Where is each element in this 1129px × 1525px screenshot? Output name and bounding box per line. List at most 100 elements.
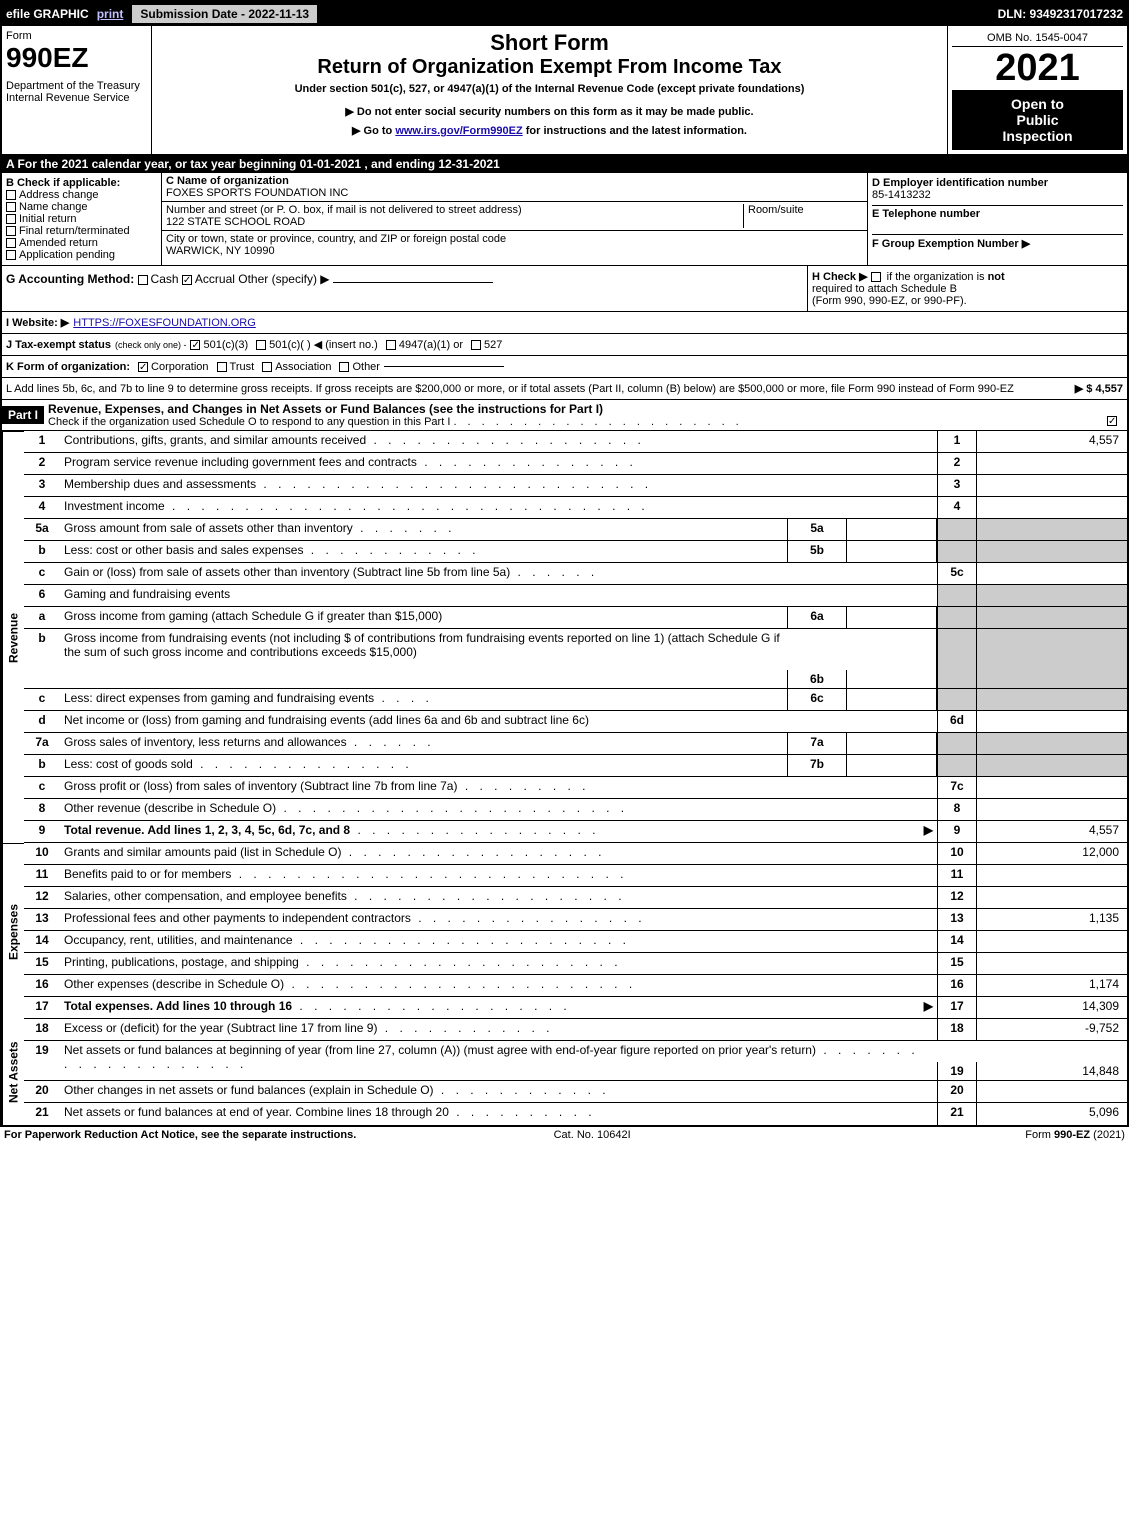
chk-assoc[interactable] [262, 362, 272, 372]
line-9: 9 Total revenue. Add lines 1, 2, 3, 4, 5… [24, 821, 1127, 843]
chk-corp[interactable] [138, 362, 148, 372]
val-9: 4,557 [977, 821, 1127, 842]
do-not-enter: ▶ Do not enter social security numbers o… [156, 105, 943, 118]
street-value: 122 STATE SCHOOL ROAD [166, 216, 743, 228]
box-def: D Employer identification number 85-1413… [867, 173, 1127, 265]
line-5c: c Gain or (loss) from sale of assets oth… [24, 563, 1127, 585]
part1-table: Revenue 1 Contributions, gifts, grants, … [2, 431, 1127, 843]
line-6d: d Net income or (loss) from gaming and f… [24, 711, 1127, 733]
chk-final-return[interactable]: Final return/terminated [6, 225, 157, 237]
irs-link[interactable]: www.irs.gov/Form990EZ [395, 125, 522, 137]
part1-title-wrap: Revenue, Expenses, and Changes in Net As… [44, 400, 1127, 430]
val-10: 12,000 [977, 843, 1127, 864]
i-label: I Website: ▶ [6, 316, 69, 329]
k-other: Other [352, 361, 380, 373]
chk-501c3[interactable] [190, 340, 200, 350]
form-number: 990EZ [6, 42, 147, 74]
chk-trust[interactable] [217, 362, 227, 372]
open-line3: Inspection [962, 128, 1113, 144]
line-7a: 7a Gross sales of inventory, less return… [24, 733, 1127, 755]
chk-initial-return[interactable]: Initial return [6, 213, 157, 225]
street-row: Number and street (or P. O. box, if mail… [162, 202, 867, 231]
j-527: 527 [484, 339, 502, 351]
box-b-title: B Check if applicable: [6, 177, 157, 189]
form-word: Form [6, 30, 147, 42]
chk-cash[interactable] [138, 275, 148, 285]
chk-527[interactable] [471, 340, 481, 350]
chk-amended-return[interactable]: Amended return [6, 237, 157, 249]
h-not: not [988, 271, 1005, 283]
tax-year: 2021 [952, 47, 1123, 90]
box-c: C Name of organization FOXES SPORTS FOUN… [162, 173, 867, 265]
l-text: L Add lines 5b, 6c, and 7b to line 9 to … [6, 383, 1075, 395]
val-18: -9,752 [977, 1019, 1127, 1040]
chk-schedule-b[interactable] [871, 272, 881, 282]
k-corp: Corporation [151, 361, 208, 373]
omb-number: OMB No. 1545-0047 [952, 30, 1123, 47]
line-18: 18 Excess or (deficit) for the year (Sub… [24, 1019, 1127, 1041]
go-to-line: ▶ Go to www.irs.gov/Form990EZ for instru… [156, 124, 943, 137]
ein-value: 85-1413232 [872, 189, 1123, 201]
line-16: 16 Other expenses (describe in Schedule … [24, 975, 1127, 997]
h-text2: required to attach Schedule B [812, 283, 1123, 295]
dln-label: DLN: 93492317017232 [998, 7, 1123, 21]
part1-title: Revenue, Expenses, and Changes in Net As… [48, 402, 1123, 416]
open-to-public: Open to Public Inspection [952, 90, 1123, 150]
line-11: 11 Benefits paid to or for members . . .… [24, 865, 1127, 887]
val-19: 14,848 [977, 1062, 1127, 1080]
j-501c3: 501(c)(3) [203, 339, 248, 351]
val-13: 1,135 [977, 909, 1127, 930]
row-l: L Add lines 5b, 6c, and 7b to line 9 to … [2, 378, 1127, 400]
line-20: 20 Other changes in net assets or fund b… [24, 1081, 1127, 1103]
short-form-title: Short Form [156, 30, 943, 56]
print-link[interactable]: print [97, 7, 124, 21]
h-text3: (Form 990, 990-EZ, or 990-PF). [812, 295, 1123, 307]
line-8: 8 Other revenue (describe in Schedule O)… [24, 799, 1127, 821]
header-right: OMB No. 1545-0047 2021 Open to Public In… [947, 26, 1127, 154]
org-name-row: C Name of organization FOXES SPORTS FOUN… [162, 173, 867, 202]
chk-address-change[interactable]: Address change [6, 189, 157, 201]
city-label: City or town, state or province, country… [166, 233, 863, 245]
footer-right: Form 990-EZ (2021) [1025, 1129, 1125, 1141]
val-1: 4,557 [977, 431, 1127, 452]
line-21: 21 Net assets or fund balances at end of… [24, 1103, 1127, 1125]
k-label: K Form of organization: [6, 361, 130, 373]
expenses-label: Expenses [2, 843, 24, 1019]
line-19: 19 Net assets or fund balances at beginn… [24, 1041, 1127, 1081]
chk-accrual[interactable] [182, 275, 192, 285]
line-7c: c Gross profit or (loss) from sales of i… [24, 777, 1127, 799]
website-link[interactable]: HTTPS://FOXESFOUNDATION.ORG [73, 317, 256, 329]
under-section: Under section 501(c), 527, or 4947(a)(1)… [156, 83, 943, 95]
l-amount: ▶ $ 4,557 [1075, 382, 1123, 395]
part1-check-text: Check if the organization used Schedule … [48, 416, 450, 428]
city-value: WARWICK, NY 10990 [166, 245, 863, 257]
line-2: 2 Program service revenue including gove… [24, 453, 1127, 475]
chk-application-pending[interactable]: Application pending [6, 249, 157, 261]
j-4947: 4947(a)(1) or [399, 339, 463, 351]
open-line2: Public [962, 112, 1113, 128]
chk-name-change[interactable]: Name change [6, 201, 157, 213]
street-label: Number and street (or P. O. box, if mail… [166, 204, 743, 216]
line-5a: 5a Gross amount from sale of assets othe… [24, 519, 1127, 541]
cash-label: Cash [151, 272, 179, 286]
j-label: J Tax-exempt status [6, 339, 111, 351]
g-label: G Accounting Method: [6, 272, 134, 286]
dept-irs: Internal Revenue Service [6, 92, 147, 104]
footer-left: For Paperwork Reduction Act Notice, see … [4, 1129, 356, 1141]
header-center: Short Form Return of Organization Exempt… [152, 26, 947, 154]
k-assoc: Association [275, 361, 331, 373]
page-footer: For Paperwork Reduction Act Notice, see … [0, 1127, 1129, 1143]
header-left: Form 990EZ Department of the Treasury In… [2, 26, 152, 154]
chk-4947[interactable] [386, 340, 396, 350]
chk-501c[interactable] [256, 340, 266, 350]
line-5b: b Less: cost or other basis and sales ex… [24, 541, 1127, 563]
footer-mid: Cat. No. 10642I [554, 1129, 631, 1141]
row-j: J Tax-exempt status (check only one) - 5… [2, 334, 1127, 356]
line-12: 12 Salaries, other compensation, and emp… [24, 887, 1127, 909]
return-title: Return of Organization Exempt From Incom… [156, 56, 943, 79]
chk-schedule-o[interactable] [1107, 416, 1117, 426]
open-line1: Open to [962, 96, 1113, 112]
chk-other-org[interactable] [339, 362, 349, 372]
row-k: K Form of organization: Corporation Trus… [2, 356, 1127, 378]
top-bar: efile GRAPHIC print Submission Date - 20… [2, 2, 1127, 26]
